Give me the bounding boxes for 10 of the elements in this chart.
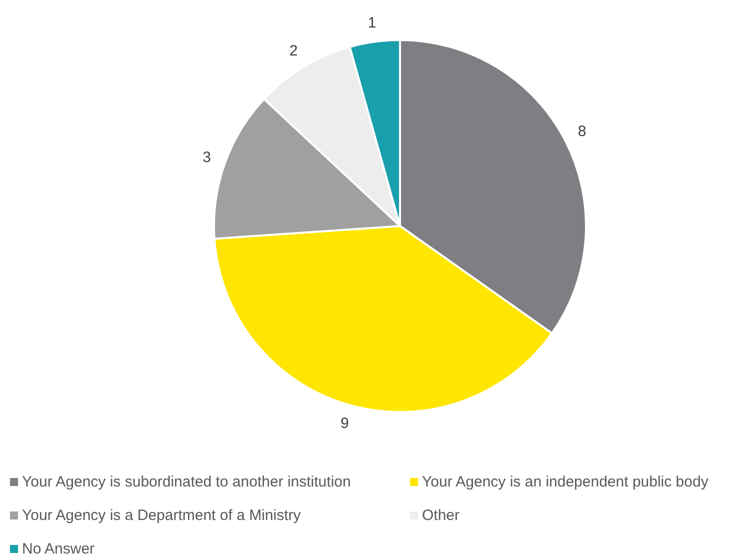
data-label: 9 — [340, 414, 349, 432]
legend-label: Your Agency is subordinated to another institution — [22, 474, 351, 490]
data-label: 8 — [578, 123, 586, 140]
data-label: 3 — [202, 148, 212, 166]
data-label: 1 — [368, 14, 376, 32]
legend-label: Your Agency is a Department of a Ministry — [22, 507, 302, 524]
data-label: 2 — [289, 42, 298, 60]
legend-label: Other — [422, 507, 460, 524]
legend-label: Your Agency is an independent public body — [422, 474, 709, 490]
legend-label: No Answer — [22, 540, 95, 557]
